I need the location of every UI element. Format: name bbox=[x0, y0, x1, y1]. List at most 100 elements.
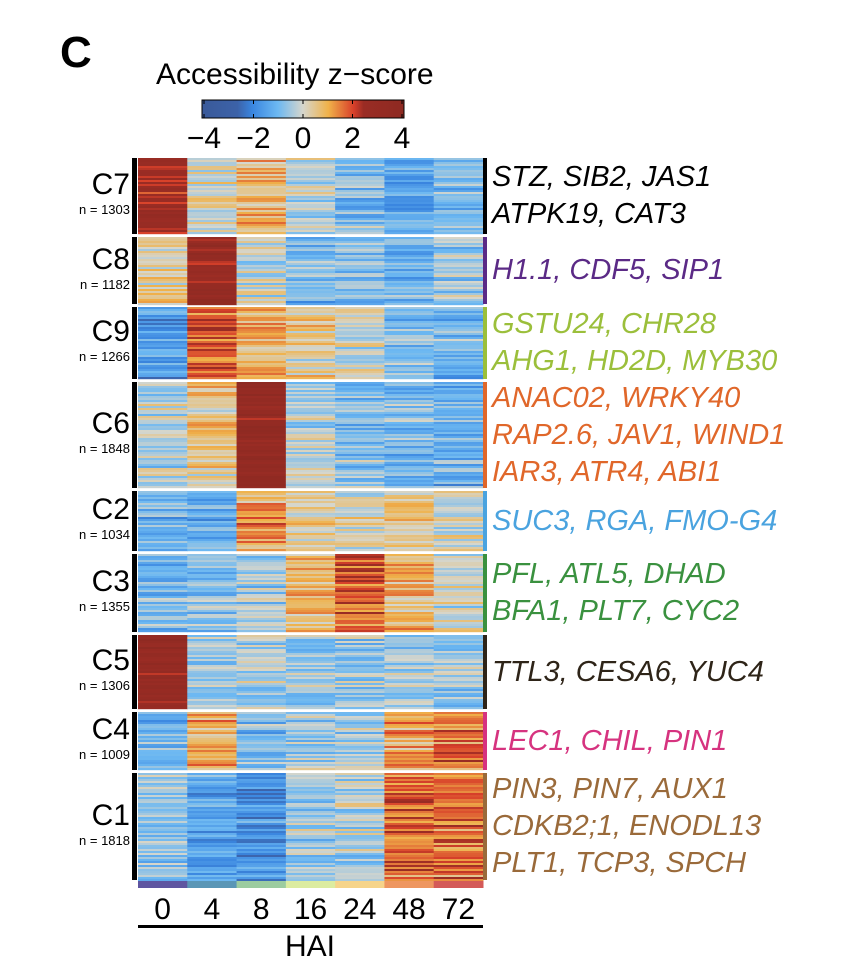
heatmap-stripe bbox=[138, 527, 188, 530]
heatmap-stripe bbox=[138, 299, 188, 302]
heatmap-stripe bbox=[335, 641, 385, 644]
heatmap-stripe bbox=[384, 232, 435, 235]
heatmap-stripe bbox=[138, 875, 188, 878]
heatmap-stripe bbox=[433, 742, 484, 745]
heatmap-stripe bbox=[138, 707, 188, 710]
heatmap-stripe bbox=[187, 861, 238, 864]
heatmap-stripe bbox=[236, 695, 287, 698]
heatmap-stripe bbox=[187, 462, 238, 465]
heatmap-stripe bbox=[236, 184, 287, 187]
heatmap-stripe bbox=[433, 434, 484, 437]
heatmap-stripe bbox=[236, 845, 287, 848]
heatmap-stripe bbox=[285, 608, 336, 611]
heatmap-stripe bbox=[187, 819, 238, 822]
heatmap-stripe bbox=[138, 353, 188, 356]
heatmap-stripe bbox=[236, 663, 287, 666]
heatmap-stripe bbox=[384, 785, 435, 788]
heatmap-stripe bbox=[335, 428, 385, 431]
heatmap-stripe bbox=[187, 202, 238, 205]
heatmap-stripe bbox=[187, 513, 238, 516]
heatmap-stripe bbox=[187, 188, 238, 191]
heatmap-stripe bbox=[285, 831, 336, 834]
heatmap-stripe bbox=[384, 396, 435, 399]
heatmap-stripe bbox=[384, 285, 435, 288]
heatmap-stripe bbox=[187, 241, 238, 244]
heatmap-stripe bbox=[384, 817, 435, 820]
heatmap-stripe bbox=[335, 251, 385, 254]
gene-list-line: IAR3, ATR4, ABI1 bbox=[492, 455, 722, 488]
heatmap-stripe bbox=[335, 556, 385, 559]
heatmap-stripe bbox=[384, 359, 435, 362]
heatmap-stripe bbox=[433, 865, 484, 868]
heatmap-stripe bbox=[335, 474, 385, 477]
heatmap-stripe bbox=[384, 602, 435, 605]
heatmap-stripe bbox=[384, 237, 435, 240]
heatmap-stripe bbox=[285, 797, 336, 800]
heatmap-stripe bbox=[285, 446, 336, 449]
heatmap-stripe bbox=[236, 667, 287, 670]
heatmap-stripe bbox=[138, 206, 188, 209]
heatmap-stripe bbox=[384, 343, 435, 346]
heatmap-stripe bbox=[138, 241, 188, 244]
heatmap-cell-C4-48 bbox=[384, 712, 435, 771]
heatmap-stripe bbox=[384, 742, 435, 745]
heatmap-stripe bbox=[384, 398, 435, 401]
heatmap-stripe bbox=[384, 521, 435, 524]
heatmap-stripe bbox=[187, 398, 238, 401]
heatmap-stripe bbox=[285, 192, 336, 195]
heatmap-stripe bbox=[285, 460, 336, 463]
heatmap-stripe bbox=[433, 556, 484, 559]
heatmap-stripe bbox=[384, 339, 435, 342]
heatmap-stripe bbox=[335, 586, 385, 589]
heatmap-stripe bbox=[285, 545, 336, 548]
heatmap-stripe bbox=[335, 472, 385, 475]
heatmap-stripe bbox=[187, 337, 238, 340]
heatmap-stripe bbox=[433, 649, 484, 652]
heatmap-stripe bbox=[236, 855, 287, 858]
heatmap-stripe bbox=[285, 416, 336, 419]
heatmap-stripe bbox=[335, 720, 385, 723]
heatmap-stripe bbox=[384, 206, 435, 209]
heatmap-stripe bbox=[384, 299, 435, 302]
heatmap-stripe bbox=[236, 357, 287, 360]
heatmap-stripe bbox=[335, 564, 385, 567]
heatmap-stripe bbox=[285, 237, 336, 240]
heatmap-stripe bbox=[187, 726, 238, 729]
heatmap-stripe bbox=[433, 568, 484, 571]
heatmap-stripe bbox=[335, 442, 385, 445]
heatmap-stripe bbox=[138, 430, 188, 433]
heatmap-stripe bbox=[335, 249, 385, 252]
heatmap-stripe bbox=[335, 541, 385, 544]
heatmap-stripe bbox=[285, 712, 336, 715]
heatmap-stripe bbox=[384, 746, 435, 749]
heatmap-stripe bbox=[236, 545, 287, 548]
cluster-count: n = 1034 bbox=[79, 527, 130, 542]
heatmap-stripe bbox=[187, 730, 238, 733]
heatmap-stripe bbox=[285, 263, 336, 266]
heatmap-stripe bbox=[384, 406, 435, 409]
heatmap-stripe bbox=[384, 703, 435, 706]
heatmap-stripe bbox=[236, 410, 287, 413]
heatmap-stripe bbox=[138, 689, 188, 692]
heatmap-stripe bbox=[138, 361, 188, 364]
heatmap-stripe bbox=[384, 523, 435, 526]
heatmap-stripe bbox=[384, 773, 435, 776]
heatmap-stripe bbox=[236, 271, 287, 274]
heatmap-stripe bbox=[285, 699, 336, 702]
heatmap-stripe bbox=[187, 222, 238, 225]
heatmap-stripe bbox=[335, 333, 385, 336]
heatmap-stripe bbox=[335, 734, 385, 737]
heatmap-stripe bbox=[138, 673, 188, 676]
heatmap-stripe bbox=[138, 833, 188, 836]
heatmap-stripe bbox=[285, 714, 336, 717]
heatmap-stripe bbox=[384, 653, 435, 656]
heatmap-stripe bbox=[384, 507, 435, 510]
heatmap-stripe bbox=[285, 847, 336, 850]
heatmap-stripe bbox=[138, 269, 188, 272]
heatmap-stripe bbox=[138, 501, 188, 504]
heatmap-stripe bbox=[335, 321, 385, 324]
heatmap-stripe bbox=[433, 517, 484, 520]
heatmap-stripe bbox=[138, 775, 188, 778]
heatmap-stripe bbox=[433, 578, 484, 581]
heatmap-stripe bbox=[187, 245, 238, 248]
